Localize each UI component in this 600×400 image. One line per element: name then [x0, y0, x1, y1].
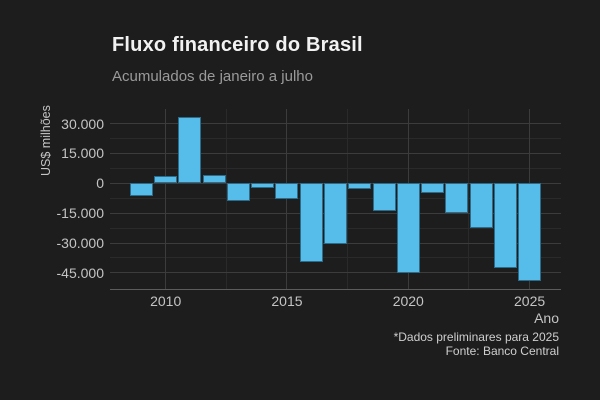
gridline-major-horizontal	[110, 152, 561, 154]
bar-2018	[348, 183, 372, 190]
gridline-major-vertical	[165, 109, 167, 289]
gridline-minor-vertical	[225, 109, 227, 289]
y-tick-label: -15.000	[56, 205, 104, 222]
gridline-major-vertical	[286, 109, 288, 289]
chart-caption: *Dados preliminares para 2025 Fonte: Ban…	[394, 330, 559, 358]
bar-2014	[251, 183, 275, 189]
bar-2020	[396, 183, 420, 274]
bar-2013	[226, 183, 250, 201]
bar-2010	[154, 176, 178, 184]
x-tick-label: 2025	[514, 293, 546, 309]
gridline-minor-vertical	[347, 109, 349, 289]
bar-2024	[493, 183, 517, 269]
bar-2012	[202, 175, 226, 184]
x-tick-label: 2015	[271, 293, 303, 309]
gridline-minor-horizontal	[110, 257, 561, 259]
bar-2021	[421, 183, 445, 193]
y-tick-label: 0	[96, 175, 104, 192]
y-tick-label: -30.000	[56, 235, 104, 251]
gridline-major-horizontal	[110, 123, 561, 125]
bar-2015	[275, 183, 299, 199]
caption-source: Fonte: Banco Central	[445, 344, 559, 358]
bar-2009	[129, 183, 153, 196]
x-tick-label: 2020	[392, 293, 424, 309]
gridline-major-horizontal	[110, 272, 561, 274]
gridline-minor-horizontal	[110, 167, 561, 169]
bar-2016	[299, 183, 323, 262]
gridline-minor-horizontal	[110, 137, 561, 139]
caption-note: *Dados preliminares para 2025	[393, 330, 559, 344]
bar-2022	[445, 183, 469, 214]
bar-2011	[178, 116, 202, 184]
gridline-minor-vertical	[468, 109, 470, 289]
y-tick-label: 30.000	[61, 115, 104, 132]
bar-2025	[518, 183, 542, 281]
x-axis-line	[110, 288, 561, 290]
chart-subtitle: Acumulados de janeiro a julho	[112, 68, 313, 85]
x-axis-title: Ano	[534, 310, 559, 326]
bar-2019	[372, 183, 396, 211]
y-tick-label: 15.000	[61, 145, 104, 162]
bar-2017	[324, 183, 347, 244]
bar-2023	[469, 183, 493, 229]
chart-title: Fluxo financeiro do Brasil	[112, 34, 363, 56]
y-tick-label: -45.000	[56, 264, 104, 281]
x-tick-label: 2010	[150, 293, 182, 309]
